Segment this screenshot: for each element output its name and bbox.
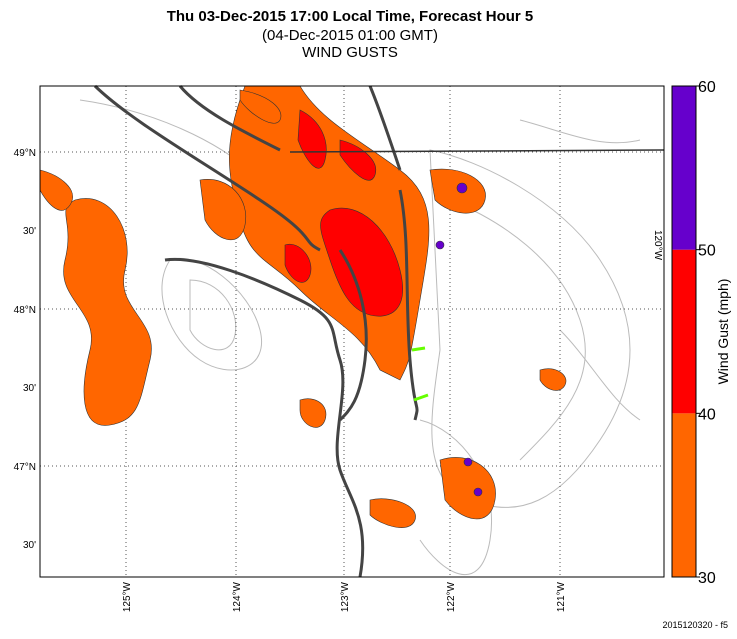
terrain-contours — [79, 99, 641, 575]
product: WIND GUSTS — [302, 44, 398, 61]
colorbar-label: Wind Gust (mph) — [715, 279, 731, 385]
title: Thu 03-Dec-2015 17:00 Local Time, Foreca… — [167, 8, 534, 25]
footer: 2015120320 - f5 — [662, 620, 728, 630]
colorbar-tick-label: 40 — [698, 406, 716, 423]
colorbar-frame — [671, 85, 697, 578]
lat-label: 30' — [23, 540, 36, 551]
map — [39, 84, 665, 578]
coastline — [93, 84, 419, 578]
border — [289, 149, 665, 153]
lon-label: 122°W — [446, 581, 457, 612]
subtitle: (04-Dec-2015 01:00 GMT) — [262, 27, 438, 44]
lat-label: 49°N — [14, 148, 36, 159]
edge-label: 120°W — [652, 230, 663, 261]
lon-label: 121°W — [556, 581, 567, 612]
colorbar-tick-label: 60 — [698, 79, 716, 96]
colorbar-band — [672, 249, 696, 414]
gust-50-60 — [435, 182, 483, 497]
highlight — [411, 346, 429, 402]
lat-label: 30' — [23, 383, 36, 394]
lon-label: 123°W — [340, 581, 351, 612]
colorbar-tick-label: 50 — [698, 243, 716, 260]
lat-label: 47°N — [14, 462, 36, 473]
lon-label: 124°W — [232, 581, 243, 612]
colorbar-band — [672, 86, 696, 250]
map-frame — [39, 85, 665, 578]
colorbar-band — [672, 413, 696, 577]
lat-label: 30' — [23, 226, 36, 237]
lon-label: 125°W — [122, 581, 133, 612]
gust-40-50 — [284, 109, 403, 317]
lat-label: 48°N — [14, 305, 36, 316]
colorbar-tick-label: 30 — [698, 570, 716, 587]
